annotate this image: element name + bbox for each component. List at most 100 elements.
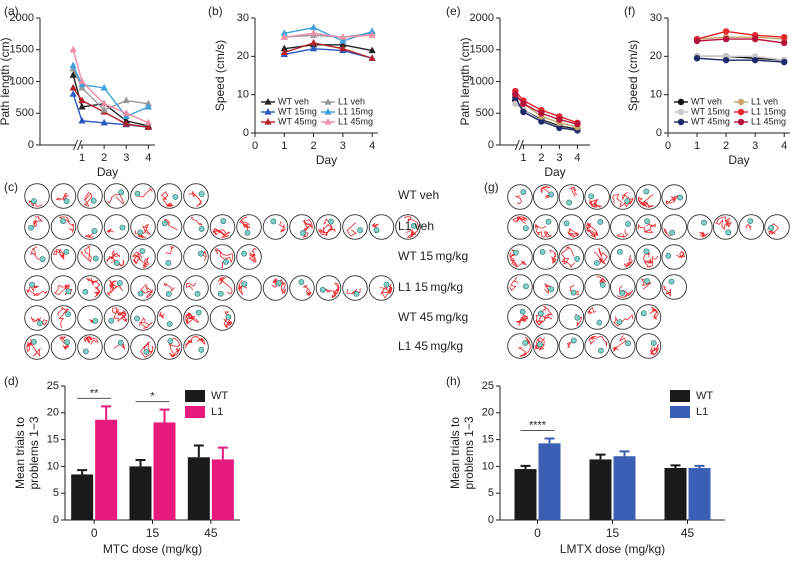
trajectory (635, 184, 662, 210)
arena (262, 275, 289, 301)
marker (280, 33, 288, 40)
platform (31, 338, 37, 345)
swim-path (649, 343, 659, 356)
bar (514, 469, 537, 520)
trajectory (532, 304, 559, 330)
panel-label: (b) (208, 4, 223, 18)
y-tick-label: 25 (47, 380, 59, 392)
swim-path (185, 312, 200, 325)
arena (661, 244, 687, 270)
platform (119, 224, 126, 231)
arena (584, 304, 610, 330)
platform (300, 230, 306, 236)
marker (144, 123, 152, 130)
arena (24, 334, 50, 360)
arena (183, 305, 209, 331)
platform (39, 256, 46, 263)
trajectory (635, 304, 662, 330)
arena (584, 184, 610, 210)
platform (165, 291, 172, 297)
swim-path (512, 216, 528, 225)
trajectory (77, 214, 103, 240)
platform (31, 198, 37, 205)
trajectory (209, 275, 236, 301)
axis-break (73, 139, 79, 151)
swim-path (106, 250, 125, 267)
y-tick-label: 15 (482, 434, 494, 446)
platform (373, 227, 380, 234)
platform (63, 198, 70, 205)
arena (507, 184, 533, 210)
arena (24, 305, 50, 331)
swim-path (57, 307, 70, 329)
marker (100, 99, 108, 107)
platform (701, 219, 707, 226)
swim-path (663, 285, 672, 297)
swim-path (379, 284, 393, 299)
platform (65, 288, 72, 295)
swim-path (106, 228, 115, 234)
x-tick-label: 3 (556, 152, 562, 164)
platform (725, 229, 732, 236)
swim-path (509, 248, 527, 268)
error-bar (694, 464, 705, 469)
swim-path (113, 341, 126, 350)
platform (537, 341, 543, 348)
marker (144, 118, 152, 126)
arena (342, 214, 368, 240)
x-tick-label: 15 (146, 526, 160, 540)
trajectory (77, 183, 103, 209)
platform (539, 248, 546, 255)
axis-break (75, 140, 80, 150)
arena (156, 305, 183, 331)
trajectory (24, 214, 50, 240)
series-line (284, 42, 373, 59)
swim-path (642, 252, 659, 268)
y-axis-label: Mean trials to (448, 417, 462, 489)
legend-label: WT veh (278, 96, 309, 106)
y-tick-label: 0 (488, 139, 494, 151)
marker (574, 120, 581, 128)
platform (537, 310, 544, 317)
arena (24, 214, 50, 240)
trajectory (584, 274, 610, 300)
swim-path (217, 277, 233, 295)
swim-path (32, 216, 44, 228)
trajectory (103, 244, 130, 270)
swim-path (371, 222, 379, 230)
trajectory (24, 305, 50, 331)
trajectory (262, 275, 289, 301)
arena (532, 184, 559, 210)
platform (117, 339, 124, 346)
x-tick-label: 4 (145, 152, 151, 164)
arena (103, 214, 130, 240)
x-tick-label: 15 (606, 526, 620, 540)
platform (244, 229, 251, 236)
arena (103, 275, 130, 301)
swim-path (586, 222, 599, 238)
legend-swatch (670, 406, 690, 418)
x-tick-label: 3 (123, 152, 129, 164)
x-axis-label: Day (544, 165, 565, 179)
marker (100, 106, 108, 113)
swim-path (515, 313, 529, 326)
platform (195, 309, 202, 316)
platform (270, 218, 277, 225)
swim-path (185, 336, 206, 349)
legend-swatch (670, 390, 690, 402)
platform (616, 319, 623, 325)
swim-path (612, 335, 627, 353)
platform (276, 280, 282, 286)
platform (640, 310, 647, 317)
arena (635, 274, 662, 300)
platform (134, 315, 140, 322)
marker (339, 37, 347, 44)
trajectory (368, 214, 395, 240)
trajectory (156, 305, 183, 331)
platform (644, 218, 650, 225)
swim-path (140, 283, 154, 298)
error-bar (193, 444, 204, 458)
trajectory (103, 305, 130, 331)
bar (211, 459, 234, 520)
trajectory (183, 244, 209, 270)
